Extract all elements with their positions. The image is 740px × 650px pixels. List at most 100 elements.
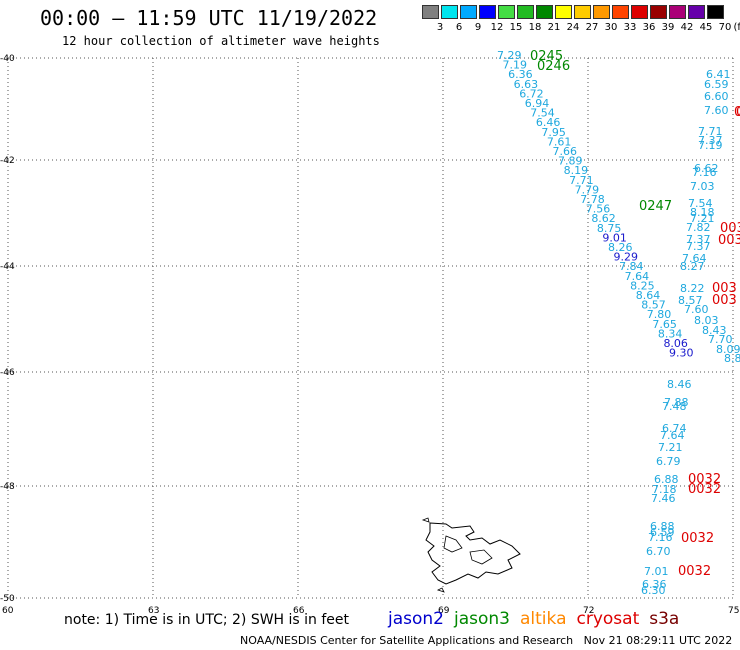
pass-time-tag: 003 [736, 105, 740, 120]
wave-height-value: 8.46 [667, 378, 692, 391]
scale-swatch [422, 5, 439, 19]
wave-height-value: 8.18 [690, 206, 715, 219]
wave-height-value: 7.18 [652, 483, 677, 496]
wave-height-value: 6.59 [650, 526, 675, 539]
scale-swatch [555, 5, 572, 19]
wave-height-value: 6.70 [646, 545, 671, 558]
altimeter-track-1: 7.297.196.366.636.726.947.546.467.957.61… [497, 49, 694, 360]
wave-height-value: 7.89 [558, 155, 583, 168]
latitude-label: -46 [0, 368, 15, 378]
latitude-label: -40 [0, 54, 15, 64]
wave-height-value: 7.37 [686, 240, 711, 253]
wave-height-value: 7.70 [708, 333, 733, 346]
scale-swatch [612, 5, 629, 19]
wave-height-value: 7.88 [664, 396, 689, 409]
latitude-label: -44 [0, 262, 15, 272]
scale-swatch [593, 5, 610, 19]
scale-swatch [631, 5, 648, 19]
legend-item-altika: altika [520, 609, 567, 629]
wave-height-value: 7.61 [547, 135, 572, 148]
wave-height-value: 7.82 [686, 221, 711, 234]
pass-time-tag: 0032 [688, 482, 721, 497]
wave-height-value: 7.19 [698, 139, 723, 152]
wave-height-value: 7.56 [586, 203, 611, 216]
latitude-label: -48 [0, 482, 15, 492]
scale-label: 6 [455, 22, 463, 33]
scale-swatch [574, 5, 591, 19]
altimeter-track-3: 8.467.887.486.747.647.216.796.887.187.46… [641, 378, 692, 597]
wave-height-value: 7.54 [530, 107, 555, 120]
wave-height-value: 7.37 [686, 233, 711, 246]
scale-label: 39 [661, 22, 675, 33]
wave-height-value: 7.16 [692, 166, 717, 179]
wave-height-value: 9.01 [602, 231, 627, 244]
scale-label: 9 [474, 22, 482, 33]
pass-time-tags: 0245024602470032003200320032003200320030… [530, 49, 740, 579]
wave-height-value: 8.27 [680, 260, 705, 273]
legend-item-s3a: s3a [649, 609, 680, 629]
scale-label: 42 [680, 22, 694, 33]
wave-height-value: 8.09 [716, 343, 740, 356]
scale-swatch [517, 5, 534, 19]
wave-height-value: 6.62 [694, 162, 719, 175]
wave-height-value: 7.79 [575, 183, 600, 196]
scale-swatch [669, 5, 686, 19]
legend-item-cryosat: cryosat [576, 609, 640, 629]
scale-swatch [479, 5, 496, 19]
kerguelen-islands-outline [421, 517, 521, 593]
wave-height-value: 8.43 [702, 324, 727, 337]
scale-swatch [536, 5, 553, 19]
pass-time-tag: 0032 [688, 472, 721, 487]
pass-time-tag: 0032 [678, 564, 711, 579]
wave-height-value: 8.57 [641, 299, 666, 312]
wave-height-value: 6.88 [654, 473, 679, 486]
longitude-label: 66 [293, 606, 305, 616]
legend-item-jason3: jason3 [454, 609, 510, 629]
longitude-label: 69 [438, 606, 450, 616]
wave-height-value: 6.36 [508, 68, 533, 81]
wave-height-value: 7.46 [651, 492, 676, 505]
wave-height-value: 6.94 [525, 97, 550, 110]
scale-label: 36 [642, 22, 656, 33]
wave-height-value: 7.01 [644, 565, 669, 578]
scale-label: 30 [604, 22, 618, 33]
scale-label: 70 [718, 22, 732, 33]
wave-height-value: 7.37 [698, 134, 723, 147]
scale-label: 3 [436, 22, 444, 33]
wave-height-value: 6.36 [642, 578, 667, 591]
scale-label: (ft) [733, 22, 740, 33]
map-subtitle: 12 hour collection of altimeter wave hei… [62, 34, 380, 48]
pass-time-tag: 003 [712, 293, 737, 308]
wave-height-value: 8.8 [724, 352, 740, 365]
note-text: note: 1) Time is in UTC; 2) SWH is in fe… [64, 612, 350, 628]
wave-height-value: 8.26 [608, 241, 633, 254]
wave-height-value: 6.60 [704, 90, 729, 103]
wave-height-value: 7.80 [647, 308, 672, 321]
scale-swatch [498, 5, 515, 19]
wave-height-value: 7.71 [698, 125, 723, 138]
wave-height-value: 7.66 [552, 145, 577, 158]
pass-time-tag: 0246 [537, 59, 570, 74]
wave-height-value: 7.64 [625, 270, 650, 283]
wave-height-value: 6.88 [650, 520, 675, 533]
latitude-label: -42 [0, 156, 15, 166]
wave-height-value: 8.06 [663, 337, 688, 350]
wave-height-value: 6.72 [519, 87, 544, 100]
wave-height-value: 7.54 [688, 197, 713, 210]
wave-height-value: 7.71 [569, 174, 594, 187]
wave-height-value: 7.64 [660, 429, 685, 442]
scale-label: 12 [490, 22, 504, 33]
satellite-legend: jason2 jason3 altika cryosat s3a [388, 609, 689, 629]
legend-item-jason2: jason2 [388, 609, 444, 629]
wave-height-value: 6.30 [641, 584, 666, 597]
longitude-label: 75 [728, 606, 739, 616]
scale-label: 15 [509, 22, 523, 33]
wave-height-value: 8.57 [678, 294, 703, 307]
scale-swatch [460, 5, 477, 19]
latitude-label: -50 [0, 594, 15, 604]
map-grid [7, 57, 734, 599]
wave-height-value: 9.30 [669, 347, 694, 360]
wave-height-value: 7.65 [652, 318, 677, 331]
wave-height-value: 8.64 [636, 289, 661, 302]
